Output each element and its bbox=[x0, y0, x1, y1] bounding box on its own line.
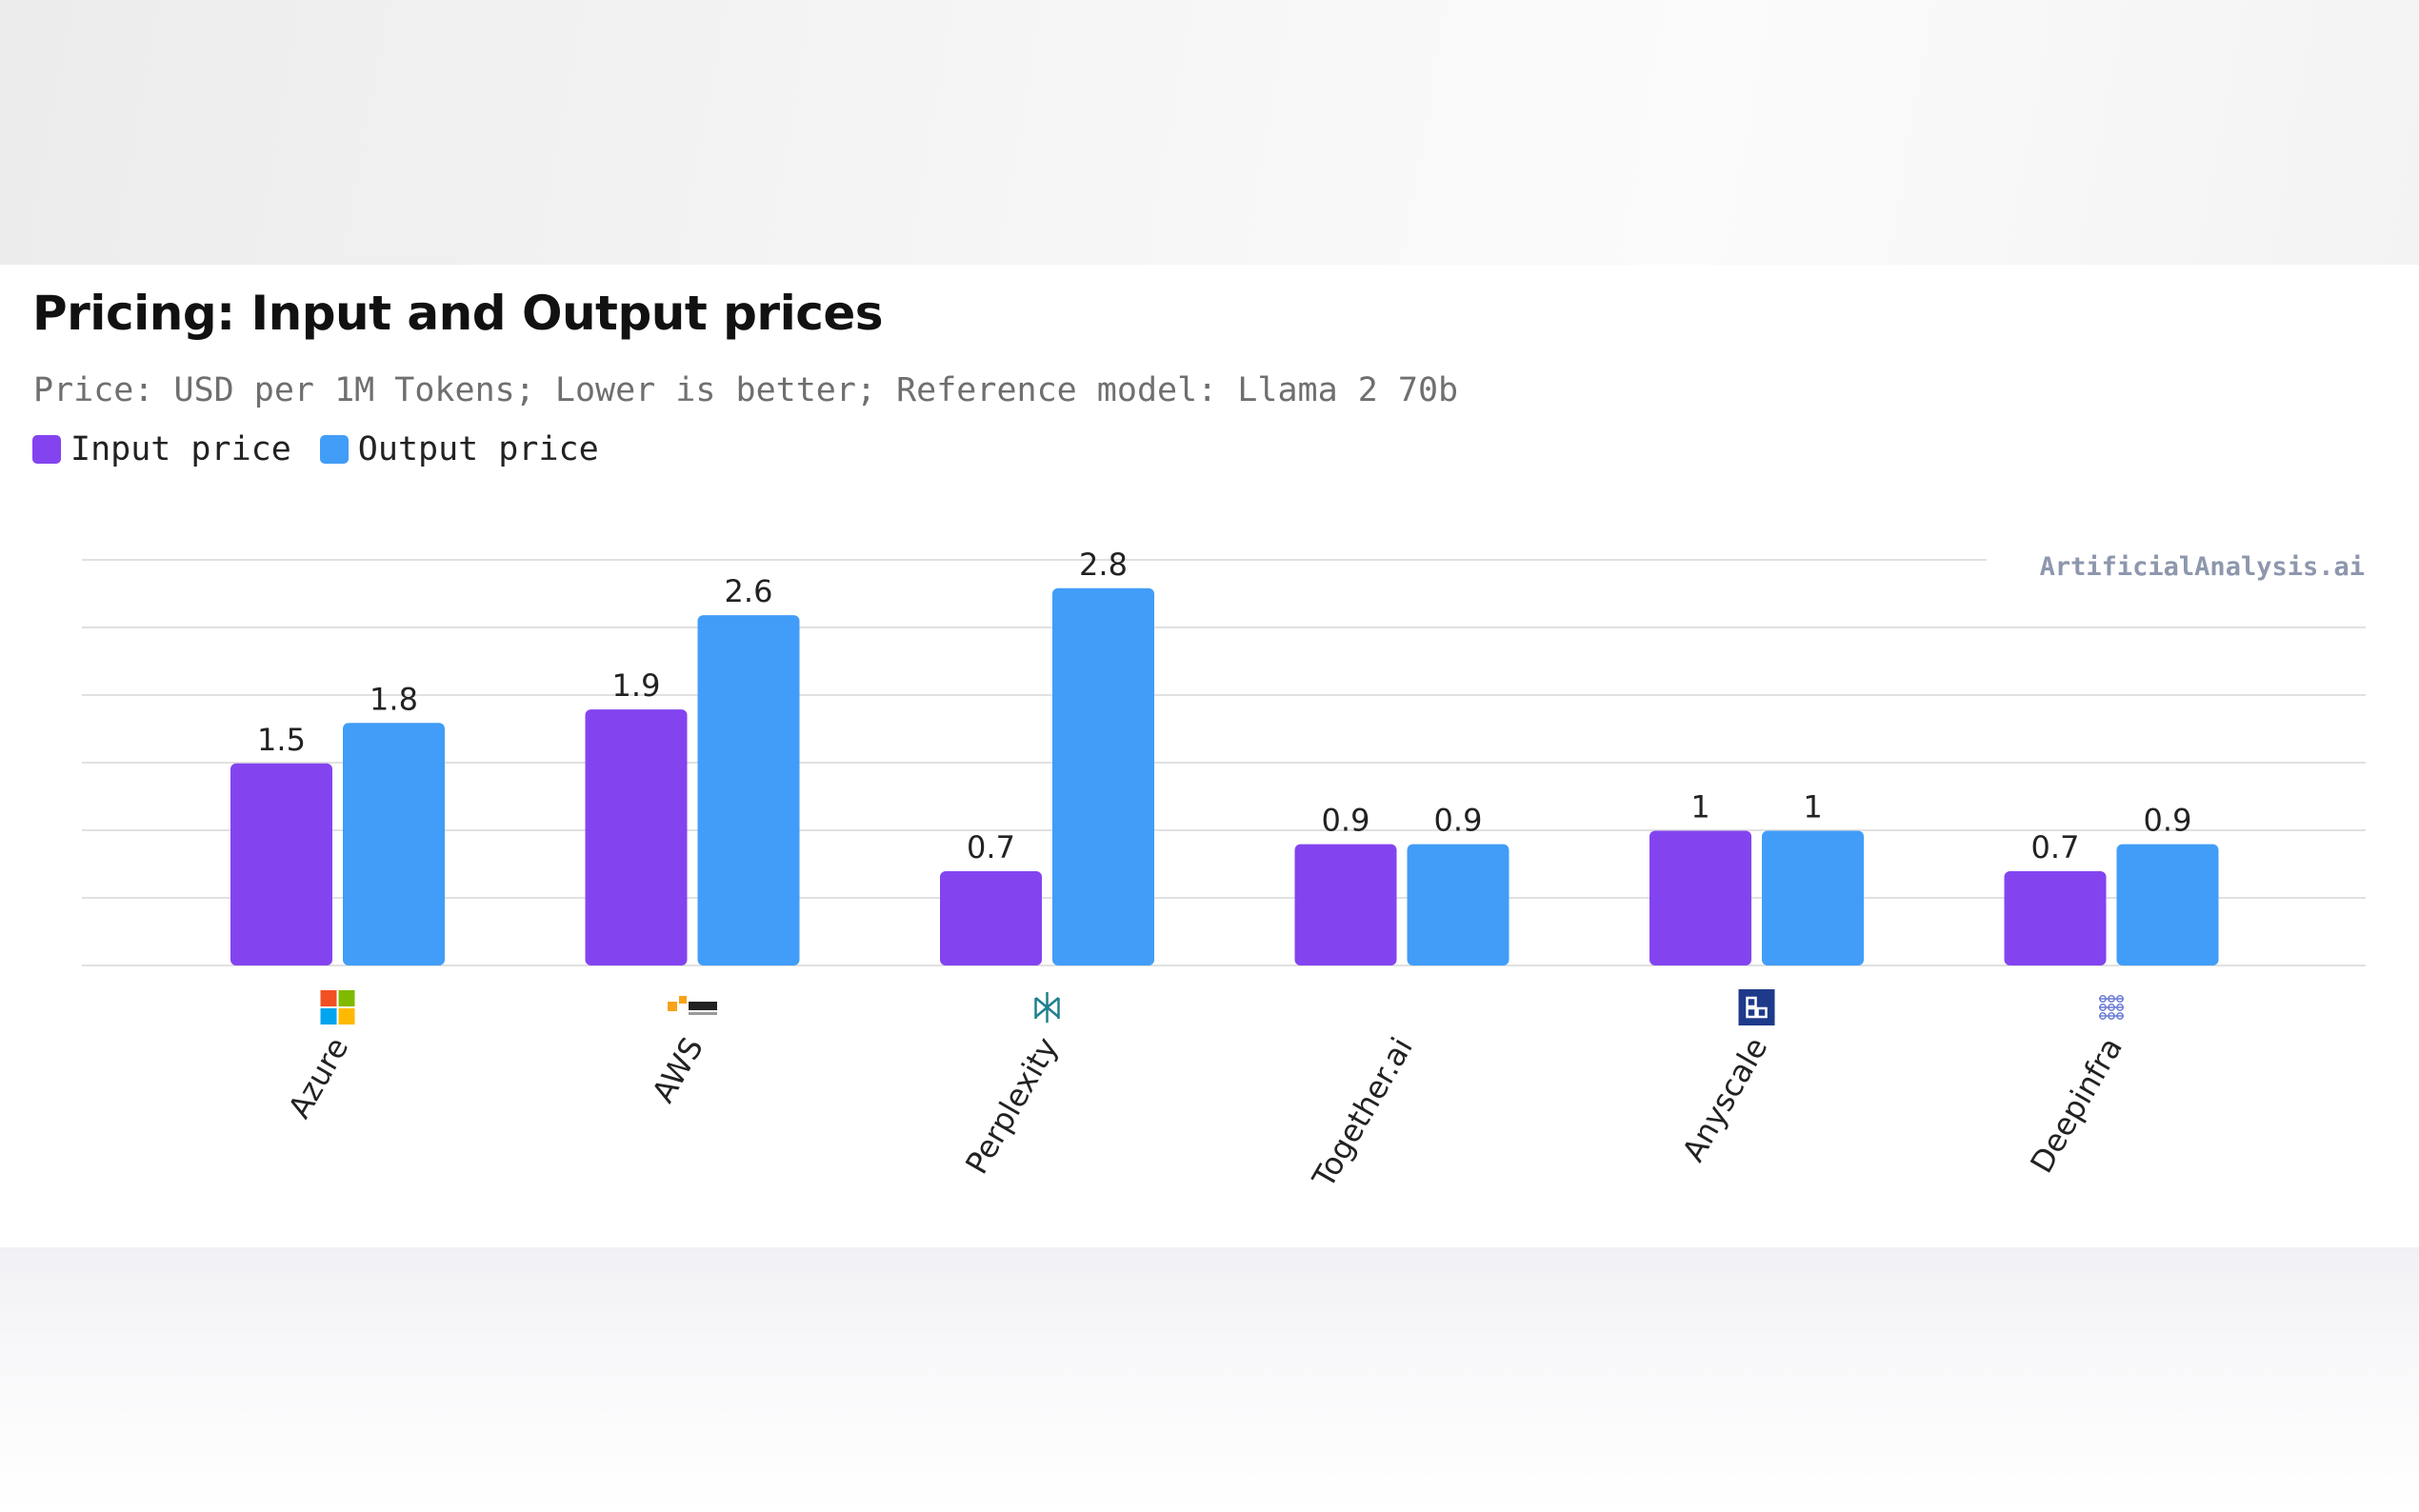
amazon-aws-logo-icon bbox=[668, 996, 717, 1015]
microsoft-logo-icon bbox=[320, 990, 355, 1025]
bar-value-label: 1.5 bbox=[257, 722, 306, 758]
bar-value-label: 2.8 bbox=[1079, 547, 1128, 583]
category-label-deepinfra: Deepinfra bbox=[2023, 1031, 2129, 1179]
bar-input-price-azure[interactable] bbox=[230, 763, 332, 965]
bar-input-price-aws[interactable] bbox=[585, 709, 688, 965]
category-label-anyscale: Anyscale bbox=[1675, 1031, 1775, 1167]
watermark: ArtificialAnalysis.ai bbox=[2039, 552, 2365, 582]
bar-input-price-perplexity[interactable] bbox=[940, 870, 1042, 965]
bar-output-price-perplexity[interactable] bbox=[1052, 587, 1154, 965]
anyscale-logo-icon bbox=[1738, 989, 1775, 1025]
bar-value-label: 0.9 bbox=[2144, 803, 2192, 839]
category-label-perplexity: Perplexity bbox=[958, 1031, 1065, 1180]
legend-swatch-input bbox=[32, 435, 61, 464]
bar-output-price-anyscale[interactable] bbox=[1762, 830, 1864, 966]
bar-value-label: 0.9 bbox=[1322, 803, 1370, 839]
bar-output-price-together-ai[interactable] bbox=[1407, 844, 1509, 965]
bar-value-label: 1.8 bbox=[370, 681, 418, 717]
bar-output-price-deepinfra[interactable] bbox=[2116, 844, 2219, 965]
legend-label-input: Input price bbox=[70, 430, 291, 468]
deepinfra-logo-icon bbox=[2099, 995, 2124, 1020]
bar-input-price-anyscale[interactable] bbox=[1649, 830, 1751, 966]
chart-subtitle: Price: USD per 1M Tokens; Lower is bette… bbox=[33, 371, 1459, 409]
legend-item-output[interactable]: Output price bbox=[319, 430, 599, 468]
bar-input-price-deepinfra[interactable] bbox=[2004, 870, 2107, 965]
bar-value-label: 0.9 bbox=[1434, 803, 1483, 839]
legend-item-input[interactable]: Input price bbox=[32, 430, 291, 468]
category-label-together-ai: Together.ai bbox=[1305, 1031, 1420, 1195]
bar-output-price-azure[interactable] bbox=[343, 723, 445, 965]
bar-value-label: 0.7 bbox=[967, 829, 1015, 865]
bar-output-price-aws[interactable] bbox=[697, 615, 800, 965]
legend: Input price Output price bbox=[32, 430, 628, 468]
perplexity-logo-icon bbox=[1034, 992, 1060, 1023]
bar-value-label: 0.7 bbox=[2031, 829, 2080, 865]
bar-value-label: 1 bbox=[1690, 789, 1709, 826]
legend-label-output: Output price bbox=[357, 430, 599, 468]
legend-swatch-output bbox=[319, 435, 349, 464]
bottom-background-band bbox=[0, 1247, 2419, 1512]
bar-value-label: 2.6 bbox=[725, 573, 773, 609]
chart-title: Pricing: Input and Output prices bbox=[32, 286, 884, 341]
bar-input-price-together-ai[interactable] bbox=[1294, 844, 1397, 965]
category-label-azure: Azure bbox=[281, 1031, 355, 1124]
category-label-aws: AWS bbox=[645, 1031, 710, 1108]
bar-value-label: 1.9 bbox=[612, 667, 661, 704]
top-background-band bbox=[0, 0, 2419, 265]
bar-value-label: 1 bbox=[1803, 789, 1822, 826]
